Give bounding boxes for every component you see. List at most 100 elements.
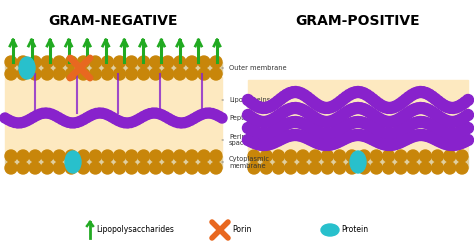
- Circle shape: [29, 162, 41, 174]
- Circle shape: [126, 117, 136, 128]
- Circle shape: [5, 68, 17, 80]
- Circle shape: [142, 110, 152, 120]
- Circle shape: [439, 127, 450, 138]
- Circle shape: [451, 116, 462, 127]
- Circle shape: [186, 56, 198, 68]
- Circle shape: [174, 68, 186, 80]
- Circle shape: [311, 137, 322, 148]
- Circle shape: [101, 162, 113, 174]
- Circle shape: [346, 162, 358, 174]
- Circle shape: [251, 101, 263, 112]
- Circle shape: [260, 128, 271, 139]
- Circle shape: [328, 100, 340, 111]
- Circle shape: [409, 118, 420, 129]
- Circle shape: [406, 90, 417, 101]
- Circle shape: [353, 130, 364, 141]
- Circle shape: [456, 150, 468, 162]
- Circle shape: [243, 135, 254, 145]
- Circle shape: [25, 114, 35, 124]
- Circle shape: [419, 162, 431, 174]
- Circle shape: [361, 131, 373, 142]
- Circle shape: [302, 120, 313, 132]
- Circle shape: [406, 105, 417, 116]
- Circle shape: [185, 115, 196, 125]
- Circle shape: [148, 108, 158, 118]
- Circle shape: [29, 68, 41, 80]
- Circle shape: [454, 138, 465, 149]
- Circle shape: [186, 68, 198, 80]
- Circle shape: [344, 119, 355, 130]
- Circle shape: [412, 117, 423, 128]
- Text: GRAM-POSITIVE: GRAM-POSITIVE: [296, 14, 420, 28]
- Circle shape: [365, 91, 375, 103]
- Circle shape: [272, 96, 283, 107]
- Circle shape: [456, 126, 467, 137]
- Circle shape: [160, 112, 170, 122]
- Circle shape: [56, 114, 67, 124]
- Circle shape: [65, 150, 77, 162]
- Circle shape: [94, 108, 104, 118]
- Circle shape: [370, 96, 382, 107]
- Circle shape: [335, 96, 346, 107]
- Circle shape: [370, 111, 382, 122]
- Circle shape: [264, 139, 274, 150]
- Circle shape: [374, 113, 384, 124]
- Circle shape: [281, 118, 292, 130]
- Circle shape: [427, 91, 438, 102]
- Circle shape: [320, 102, 331, 113]
- Circle shape: [418, 103, 429, 114]
- Circle shape: [269, 137, 280, 148]
- Circle shape: [317, 139, 328, 150]
- Circle shape: [5, 56, 17, 68]
- Circle shape: [302, 107, 313, 118]
- Circle shape: [447, 129, 459, 139]
- Circle shape: [13, 118, 23, 128]
- Circle shape: [311, 126, 322, 137]
- Circle shape: [459, 124, 471, 135]
- Circle shape: [439, 138, 450, 149]
- Circle shape: [356, 87, 366, 98]
- Circle shape: [90, 56, 101, 68]
- Circle shape: [320, 129, 331, 139]
- Circle shape: [123, 118, 133, 128]
- Circle shape: [137, 150, 150, 162]
- Circle shape: [150, 150, 162, 162]
- Circle shape: [358, 162, 370, 174]
- Circle shape: [391, 101, 402, 111]
- Circle shape: [353, 103, 364, 113]
- Circle shape: [346, 104, 357, 115]
- Circle shape: [415, 103, 426, 113]
- Circle shape: [439, 114, 450, 125]
- Circle shape: [251, 115, 263, 126]
- Circle shape: [275, 134, 286, 145]
- Circle shape: [269, 113, 280, 124]
- Circle shape: [31, 111, 41, 121]
- Circle shape: [328, 127, 340, 138]
- Circle shape: [376, 100, 387, 111]
- Circle shape: [349, 117, 361, 128]
- Circle shape: [287, 87, 298, 98]
- Circle shape: [344, 89, 355, 101]
- Circle shape: [260, 162, 272, 174]
- Circle shape: [5, 150, 17, 162]
- Circle shape: [278, 133, 289, 143]
- Circle shape: [445, 139, 456, 150]
- Circle shape: [272, 135, 283, 146]
- Circle shape: [6, 116, 16, 126]
- Circle shape: [299, 132, 310, 143]
- Circle shape: [251, 138, 263, 149]
- Circle shape: [65, 56, 77, 68]
- Circle shape: [311, 113, 322, 124]
- Circle shape: [162, 56, 174, 68]
- Circle shape: [29, 150, 41, 162]
- Circle shape: [100, 109, 110, 119]
- Circle shape: [151, 108, 161, 118]
- Circle shape: [308, 97, 319, 108]
- Circle shape: [385, 116, 396, 128]
- Circle shape: [255, 102, 265, 113]
- Bar: [5, 156, 222, 168]
- Circle shape: [269, 125, 280, 136]
- Circle shape: [77, 68, 90, 80]
- Circle shape: [251, 127, 263, 138]
- Circle shape: [383, 162, 394, 174]
